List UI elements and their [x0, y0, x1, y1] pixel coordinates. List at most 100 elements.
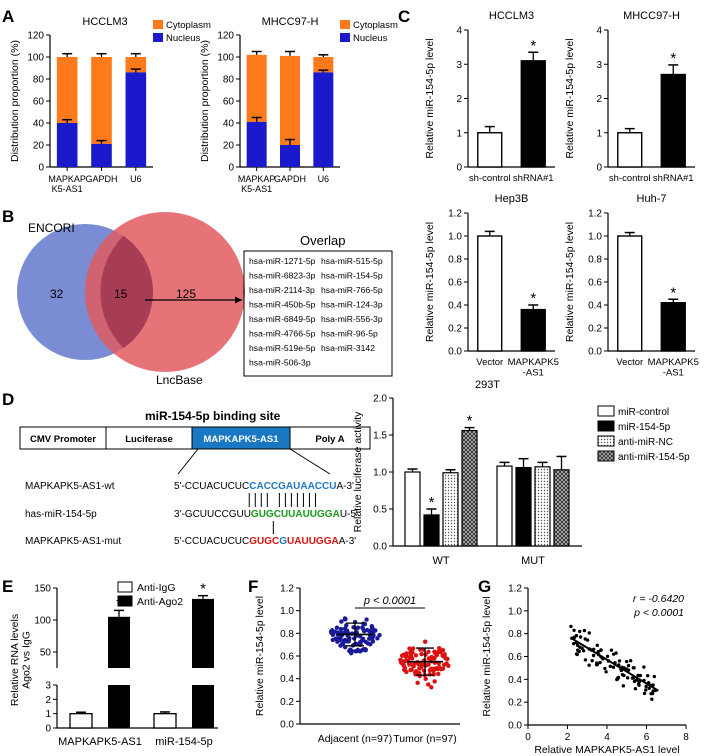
chart-A2-ytick-label: 100 — [217, 53, 234, 64]
data-point — [428, 657, 433, 662]
chart-C2-title: MHCC97-H — [623, 10, 680, 22]
legend-label: miR-control — [618, 407, 669, 418]
legend-label: Nucleus — [353, 33, 388, 44]
r-value-label: r = -0.6420 — [633, 593, 684, 605]
chart-C2: 0 1 2 3 4 Relative miR-154-5p level MHCC97-H sh… — [564, 10, 695, 184]
legend-swatch — [340, 33, 350, 42]
data-point — [636, 682, 641, 686]
significance-star: * — [670, 284, 676, 301]
bar-nucleus — [280, 145, 300, 167]
ytick-label: 3 — [45, 681, 51, 692]
chart-C4-ytick-label: 1.0 — [588, 232, 602, 243]
data-point — [644, 684, 648, 689]
chart-G-ytick-label: 1.2 — [508, 584, 522, 595]
data-point — [578, 645, 582, 649]
regression-line — [570, 637, 659, 692]
chart-A1-title: HCCLM3 — [82, 16, 127, 28]
bar-anti-igg — [153, 713, 177, 729]
chart-C1: 0 1 2 3 4 Relative miR-154-5p level HCCLM3 sh-c… — [424, 10, 555, 184]
sequence-row-label: MAPKAPK5-AS1-wt — [25, 481, 115, 492]
construct-label-target: MAPKAPK5-AS1 — [204, 434, 280, 445]
data-point — [410, 650, 415, 655]
chart-A2-ytick-label: 80 — [223, 75, 235, 86]
bar-miR-control — [404, 471, 421, 547]
chart-C3-ytick-label: 1.0 — [448, 232, 462, 243]
data-point — [596, 649, 600, 654]
chart-C2-ytick-label: 1 — [596, 128, 602, 139]
legend-swatch — [597, 435, 615, 447]
mirna-item: hsa-miR-6849-5p — [249, 314, 316, 324]
chart-G-ytick-label: 0.8 — [508, 629, 522, 640]
data-point — [625, 676, 630, 680]
bar — [660, 302, 686, 352]
luciferase-construct: miR-154-5p binding site CMV Promoter Luc… — [19, 409, 371, 547]
data-point — [590, 659, 594, 663]
legend-swatch — [597, 450, 615, 462]
data-point — [598, 660, 602, 665]
chart-D-ytick-label: 0.5 — [373, 505, 387, 516]
xtick-label: shRNA#1 — [513, 173, 554, 184]
chart-G-ytick-label: 0.4 — [508, 675, 522, 686]
data-point — [578, 629, 582, 634]
xtick-label: 2 — [565, 732, 571, 743]
data-point — [631, 666, 636, 670]
binding-site-title: miR-154-5p binding site — [145, 409, 281, 423]
data-point — [373, 628, 378, 633]
data-point — [436, 671, 441, 677]
bar-nucleus — [313, 72, 334, 167]
data-point — [409, 667, 414, 672]
overlap-table-box — [243, 250, 393, 377]
data-point — [615, 677, 620, 681]
bar-anti-ago2-top — [192, 598, 214, 668]
bar — [477, 132, 503, 168]
panel-label-e: E — [2, 577, 13, 596]
data-point — [605, 654, 610, 658]
pvalue-label: p < 0.0001 — [633, 607, 684, 619]
ytick-label: 100 — [34, 616, 51, 627]
data-point — [370, 639, 376, 644]
data-point — [341, 641, 346, 646]
data-point — [445, 656, 450, 662]
ytick-label: 2 — [45, 695, 51, 706]
chart-A2-ytick-label: 0 — [228, 163, 234, 174]
chart-G-ylabel: Relative miR-154-5p level — [481, 596, 493, 716]
data-point — [399, 658, 404, 663]
chart-A1-ytick-label: 100 — [27, 53, 44, 64]
data-point — [604, 670, 608, 674]
data-point — [330, 637, 336, 643]
data-point — [366, 636, 372, 641]
data-point — [351, 636, 357, 641]
data-point — [626, 663, 631, 668]
chart-A1-ylabel: Distribution proportion (%) — [9, 40, 21, 162]
chart-D-ytick-label: 2.0 — [373, 394, 387, 405]
data-point — [611, 652, 616, 656]
data-point — [330, 632, 336, 638]
chart-A1-ytick-label: 20 — [33, 141, 45, 152]
mirna-item: hsa-miR-1271-5p — [249, 256, 316, 266]
data-point — [347, 635, 352, 641]
bar-anti-miR-NC — [534, 466, 551, 547]
data-point — [575, 652, 579, 657]
xtick-label: MUT — [521, 555, 545, 567]
construct-label-luciferase: Luciferase — [125, 434, 173, 445]
panel-label-f: F — [248, 577, 258, 596]
data-point — [642, 691, 647, 696]
venn-count-right: 125 — [176, 287, 196, 301]
data-point — [572, 628, 576, 633]
xtick-label: 4 — [604, 732, 610, 743]
chart-A2-ylabel: Distribution proportion (%) — [199, 40, 211, 162]
xtick-label: U6 — [318, 174, 330, 184]
chart-C1-ytick-label: 1 — [456, 128, 462, 139]
mirna-item: hsa-miR-450b-5p — [249, 300, 316, 310]
legend-label: anti-miR-154-5p — [618, 452, 690, 463]
sequence: 5'-CCUACUCUCGUGCGUAUUGGAA-3' — [174, 536, 356, 547]
bar-anti-ago2-bottom — [108, 685, 130, 728]
construct-label-polya: Poly A — [315, 434, 344, 445]
bar-anti-miR-NC — [442, 472, 459, 547]
bar-miR-control — [496, 465, 513, 547]
chart-F-ylabel: Relative miR-154-5p level — [254, 596, 266, 716]
construct-box-polya — [289, 426, 371, 450]
data-point — [591, 653, 596, 658]
mirna-item: hsa-miR-556-3p — [321, 314, 383, 324]
